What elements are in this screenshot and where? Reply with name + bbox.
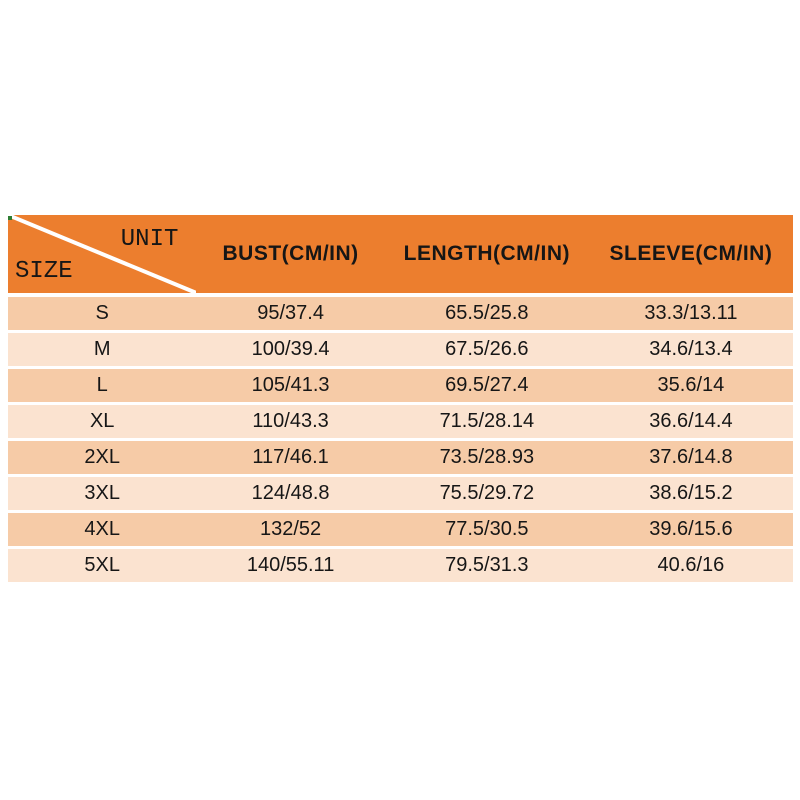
table-row: S 95/37.4 65.5/25.8 33.3/13.11: [8, 297, 793, 330]
table-row: 3XL 124/48.8 75.5/29.72 38.6/15.2: [8, 477, 793, 510]
column-header-sleeve: SLEEVE(CM/IN): [609, 242, 773, 265]
diagonal-divider-line: [8, 215, 196, 293]
sleeve-cell: 34.6/13.4: [649, 338, 733, 360]
bust-cell: 110/43.3: [252, 410, 329, 432]
length-cell: 67.5/26.6: [445, 338, 529, 360]
table-row: M 100/39.4 67.5/26.6 34.6/13.4: [8, 333, 793, 366]
length-cell: 73.5/28.93: [439, 446, 535, 468]
size-cell: 3XL: [84, 482, 120, 504]
size-cell: XL: [89, 410, 115, 432]
column-header-length: LENGTH(CM/IN): [403, 242, 570, 265]
bust-cell: 124/48.8: [251, 482, 330, 504]
bust-cell: 132/52: [260, 518, 322, 540]
bust-cell: 117/46.1: [252, 446, 329, 468]
table-row: XL 110/43.3 71.5/28.14 36.6/14.4: [8, 405, 793, 438]
sleeve-cell: 40.6/16: [657, 554, 725, 576]
bust-cell: 140/55.11: [246, 554, 335, 576]
length-cell: 71.5/28.14: [439, 410, 535, 432]
size-cell: 2XL: [84, 446, 120, 468]
size-cell: 5XL: [84, 554, 120, 576]
table-row: 4XL 132/52 77.5/30.5 39.6/15.6: [8, 513, 793, 546]
table-row: 2XL 117/46.1 73.5/28.93 37.6/14.8: [8, 441, 793, 474]
bust-cell: 100/39.4: [251, 338, 330, 360]
table-body: S 95/37.4 65.5/25.8 33.3/13.11 M 100/39.4 67.5…: [8, 297, 793, 582]
sleeve-cell: 39.6/15.6: [649, 518, 733, 540]
sleeve-cell: 33.3/13.11: [644, 302, 738, 324]
length-cell: 65.5/25.8: [445, 302, 529, 324]
corner-cell: UNIT SIZE: [8, 215, 196, 293]
size-chart-table: UNIT SIZE BUST(CM/IN) LENGTH(CM/IN) SLEE…: [8, 215, 793, 582]
table-row: L 105/41.3 69.5/27.4 35.6/14: [8, 369, 793, 402]
table-header-row: UNIT SIZE BUST(CM/IN) LENGTH(CM/IN) SLEE…: [8, 215, 793, 293]
bust-cell: 95/37.4: [257, 302, 324, 324]
corner-unit-label: UNIT: [120, 226, 179, 253]
corner-dot: [8, 216, 12, 220]
length-cell: 77.5/30.5: [445, 518, 529, 540]
length-cell: 69.5/27.4: [445, 374, 529, 396]
size-cell: L: [96, 374, 108, 396]
sleeve-cell: 37.6/14.8: [649, 446, 733, 468]
corner-size-label: SIZE: [15, 258, 73, 285]
size-cell: S: [95, 302, 109, 324]
size-cell: M: [93, 338, 111, 360]
size-cell: 4XL: [84, 518, 120, 540]
table-row: 5XL 140/55.11 79.5/31.3 40.6/16: [8, 549, 793, 582]
bust-cell: 105/41.3: [251, 374, 330, 396]
sleeve-cell: 36.6/14.4: [649, 410, 733, 432]
sleeve-cell: 35.6/14: [657, 374, 725, 396]
column-header-bust: BUST(CM/IN): [222, 242, 359, 265]
sleeve-cell: 38.6/15.2: [649, 482, 733, 504]
length-cell: 75.5/29.72: [439, 482, 535, 504]
length-cell: 79.5/31.3: [445, 554, 529, 576]
